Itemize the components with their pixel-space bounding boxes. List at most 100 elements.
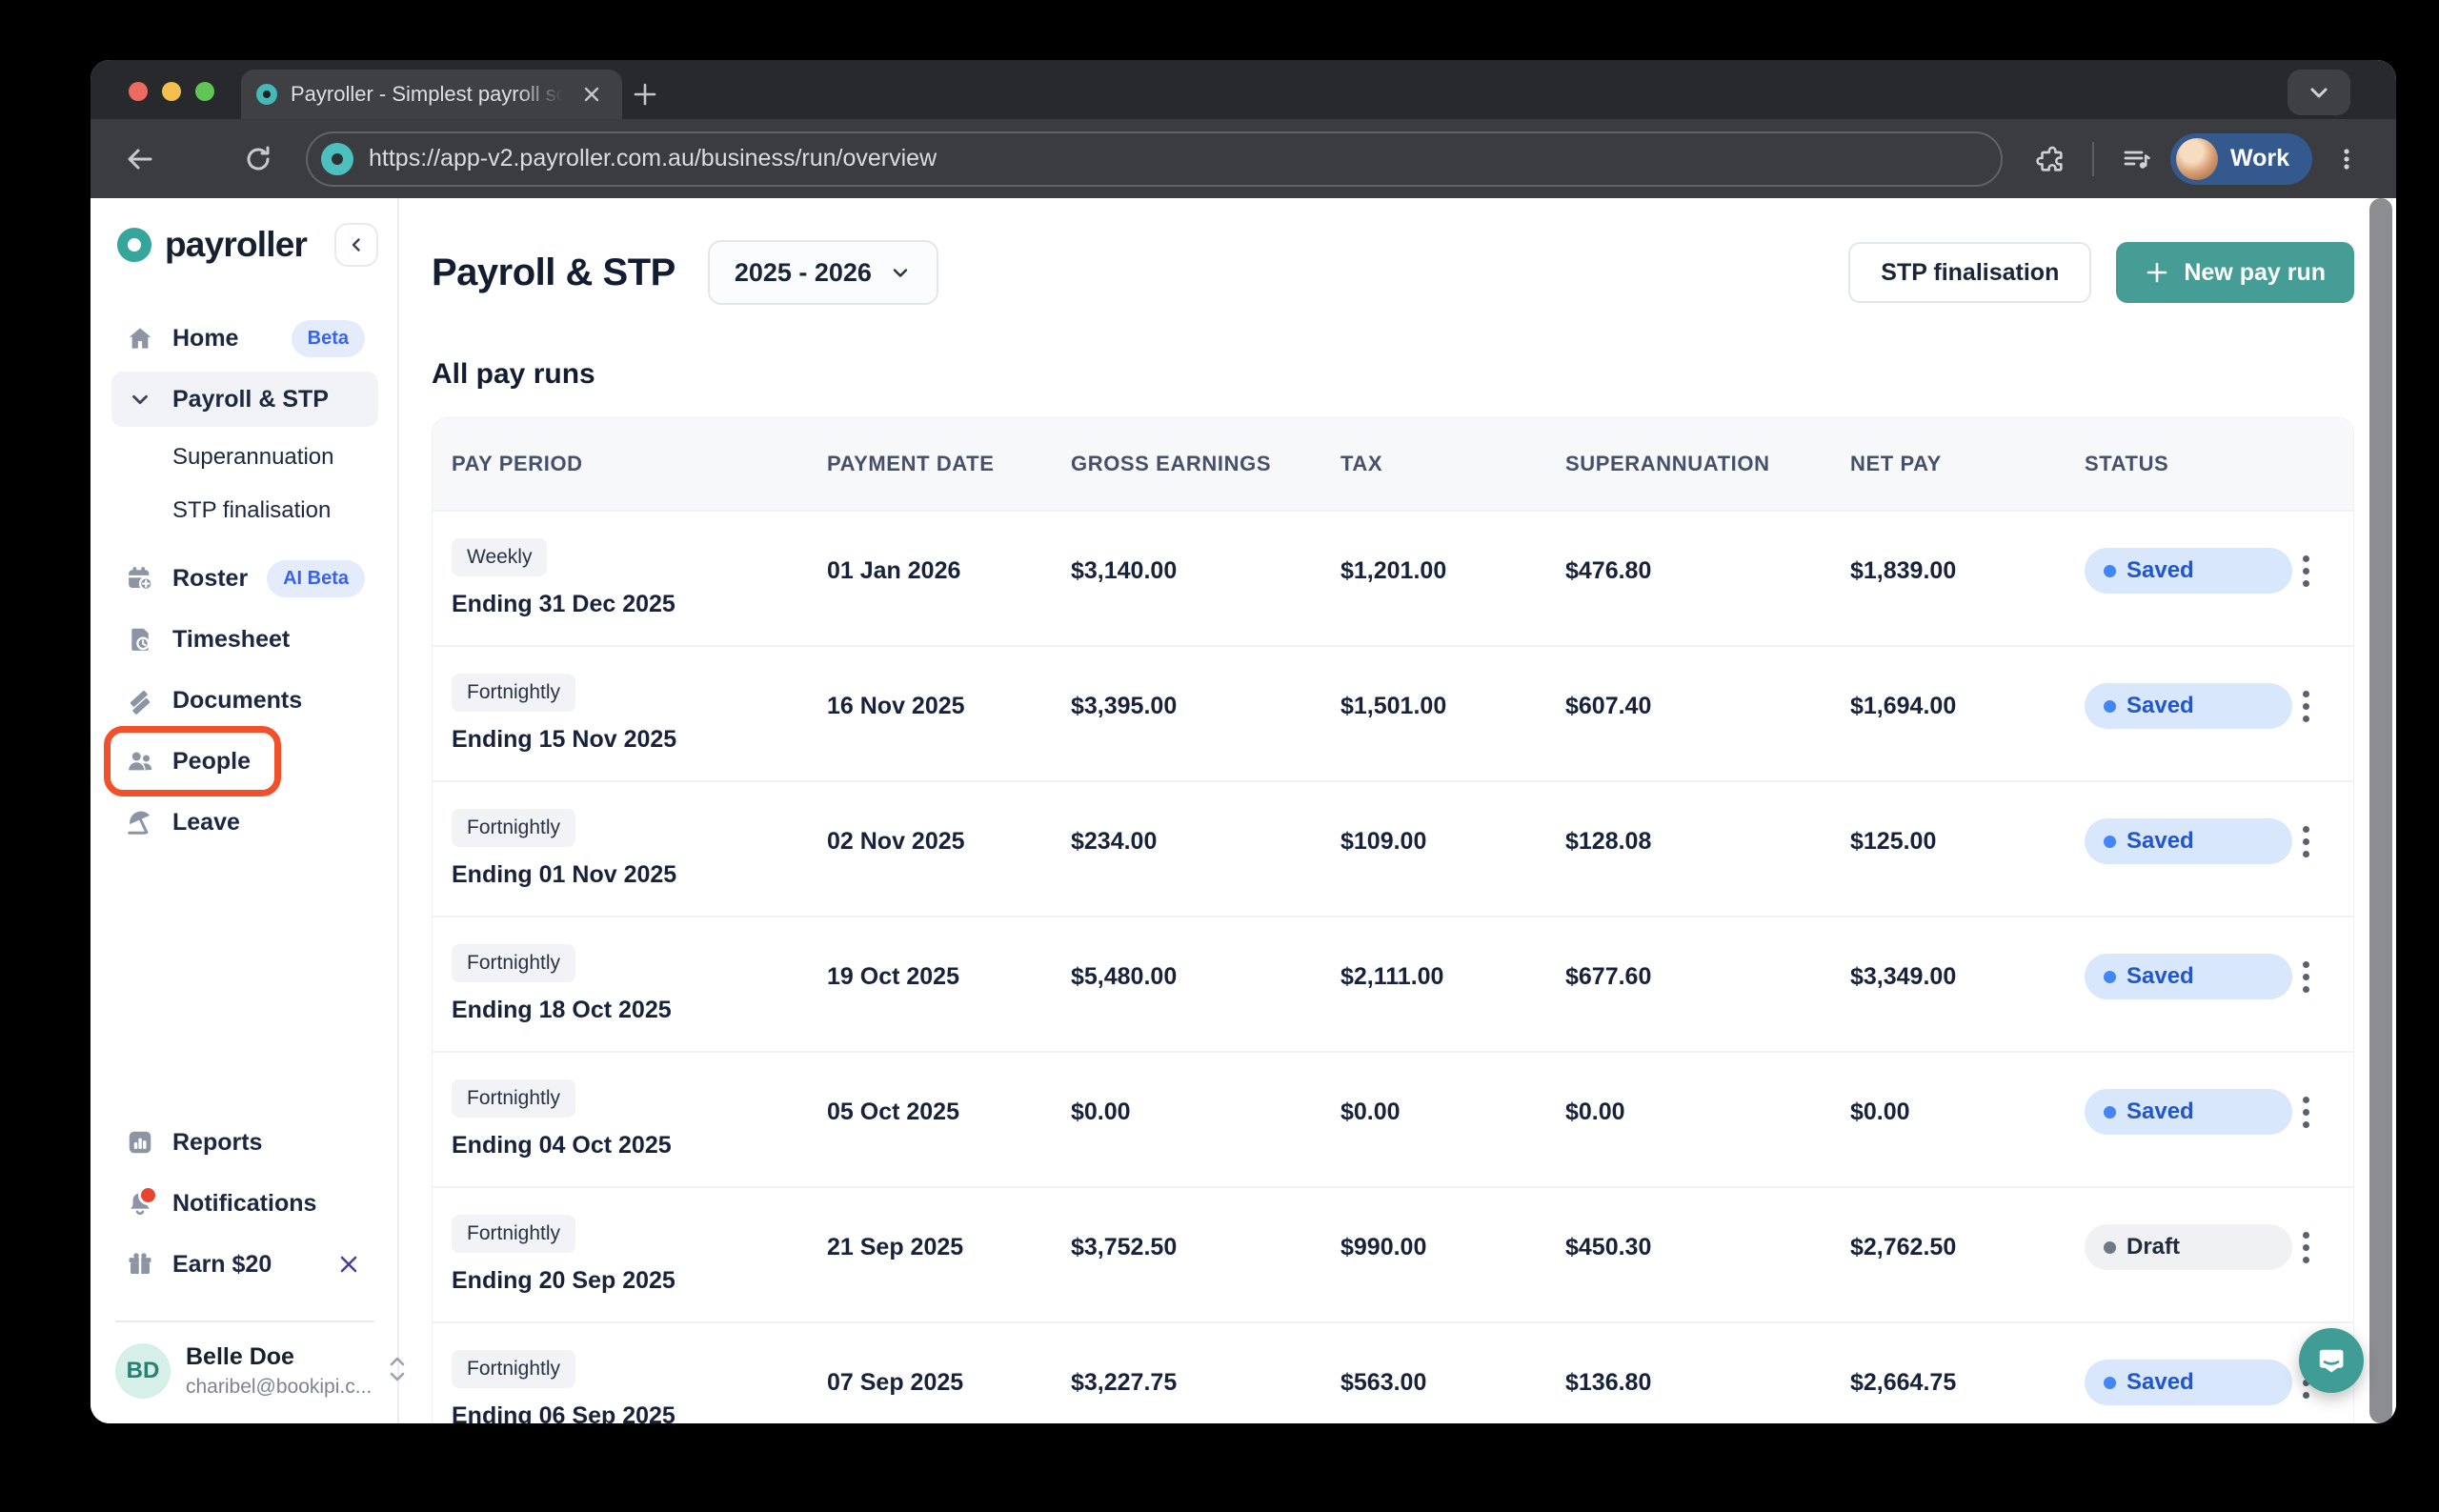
frequency-badge: Fortnightly [452, 674, 576, 712]
media-controls-icon[interactable] [2111, 134, 2161, 184]
beta-badge: Beta [291, 319, 365, 357]
table-row[interactable]: Fortnightly Ending 18 Oct 2025 19 Oct 20… [433, 916, 2353, 1051]
sidebar-item-label: STP finalisation [172, 497, 332, 523]
profile-label: Work [2229, 145, 2289, 171]
status-badge: Draft [2085, 1224, 2292, 1270]
tab-close-icon[interactable] [576, 79, 607, 110]
payment-date-cell: 16 Nov 2025 [827, 692, 965, 719]
status-label: Saved [2127, 828, 2194, 854]
table-header-row: PAY PERIOD PAYMENT DATE GROSS EARNINGS T… [433, 418, 2353, 510]
row-actions-menu[interactable] [2303, 690, 2353, 722]
reload-icon[interactable] [233, 134, 283, 184]
tax-cell: $0.00 [1340, 1098, 1401, 1125]
sidebar-item-superannuation[interactable]: Superannuation [111, 433, 378, 482]
new-pay-run-label: New pay run [2184, 258, 2326, 286]
table-row[interactable]: Fortnightly Ending 06 Sep 2025 07 Sep 20… [433, 1321, 2353, 1423]
minimize-window-icon[interactable] [162, 82, 181, 101]
close-window-icon[interactable] [129, 82, 148, 101]
sidebar-item-documents[interactable]: Documents [111, 673, 378, 728]
superannuation-cell: $128.08 [1565, 827, 1652, 855]
row-actions-menu[interactable] [2303, 1231, 2353, 1263]
url-text: https://app-v2.payroller.com.au/business… [369, 145, 937, 171]
browser-tab[interactable]: Payroller - Simplest payroll so [241, 70, 622, 119]
tab-search-button[interactable] [2288, 70, 2350, 115]
stp-finalisation-button[interactable]: STP finalisation [1848, 242, 2092, 303]
sidebar-item-earn[interactable]: Earn $20 [111, 1237, 378, 1292]
payment-date-cell: 02 Nov 2025 [827, 827, 965, 855]
app-content: payroller Home Beta Payroll [91, 198, 2396, 1423]
tax-cell: $2,111.00 [1340, 962, 1444, 990]
frequency-badge: Fortnightly [452, 1079, 576, 1118]
chat-widget-button[interactable] [2299, 1328, 2364, 1393]
forward-icon[interactable] [174, 134, 224, 184]
period-ending-label: Ending 18 Oct 2025 [452, 997, 672, 1023]
sidebar-bottom: Reports Notifications Earn $20 [111, 1115, 405, 1399]
status-label: Saved [2127, 1099, 2194, 1124]
dismiss-earn-icon[interactable] [333, 1248, 365, 1280]
period-ending-label: Ending 31 Dec 2025 [452, 591, 675, 617]
new-tab-button[interactable] [624, 73, 666, 115]
window-controls [129, 82, 214, 101]
status-badge: Saved [2085, 548, 2292, 594]
row-actions-menu[interactable] [2303, 825, 2353, 857]
gross-earnings-cell: $3,140.00 [1071, 556, 1178, 584]
table-row[interactable]: Fortnightly Ending 04 Oct 2025 05 Oct 20… [433, 1051, 2353, 1186]
user-menu-caret-icon [387, 1353, 408, 1390]
browser-menu-icon[interactable] [2322, 134, 2371, 184]
frequency-badge: Fortnightly [452, 1215, 576, 1253]
url-bar[interactable]: https://app-v2.payroller.com.au/business… [306, 131, 2003, 187]
status-badge: Saved [2085, 1089, 2292, 1135]
payment-date-cell: 21 Sep 2025 [827, 1233, 964, 1260]
sidebar-item-payroll-stp[interactable]: Payroll & STP [111, 372, 378, 427]
table-body: Weekly Ending 31 Dec 2025 01 Jan 2026 $3… [433, 510, 2353, 1423]
sidebar-item-timesheet[interactable]: Timesheet [111, 612, 378, 667]
sidebar-item-leave[interactable]: Leave [111, 795, 378, 850]
column-header: TAX [1340, 452, 1383, 475]
plus-icon [2147, 262, 2167, 283]
row-actions-menu[interactable] [2303, 554, 2353, 587]
extensions-icon[interactable] [2026, 134, 2075, 184]
tax-cell: $990.00 [1340, 1233, 1427, 1260]
period-ending-label: Ending 15 Nov 2025 [452, 726, 677, 753]
table-row[interactable]: Fortnightly Ending 20 Sep 2025 21 Sep 20… [433, 1186, 2353, 1321]
page-scrollbar[interactable] [2369, 198, 2392, 1423]
net-pay-cell: $3,349.00 [1850, 962, 1957, 990]
back-icon[interactable] [115, 134, 165, 184]
user-menu[interactable]: BD Belle Doe charibel@bookipi.c... [111, 1343, 405, 1399]
new-pay-run-button[interactable]: New pay run [2116, 242, 2354, 303]
pay-period-cell: Fortnightly Ending 06 Sep 2025 [452, 1350, 827, 1423]
status-dot-icon [2104, 1105, 2116, 1119]
notifications-bell-icon [125, 1185, 158, 1218]
payroller-favicon-icon [256, 84, 277, 105]
table-row[interactable]: Fortnightly Ending 15 Nov 2025 16 Nov 20… [433, 645, 2353, 780]
sidebar-item-people[interactable]: People [104, 726, 378, 796]
site-favicon-icon [321, 142, 353, 175]
column-header: NET PAY [1850, 452, 1942, 475]
superannuation-cell: $0.00 [1565, 1098, 1625, 1125]
table-row[interactable]: Fortnightly Ending 01 Nov 2025 02 Nov 20… [433, 780, 2353, 916]
browser-profile-chip[interactable]: Work [2169, 132, 2312, 185]
tax-cell: $1,501.00 [1340, 692, 1447, 719]
gross-earnings-cell: $234.00 [1071, 827, 1158, 855]
people-icon [125, 747, 155, 776]
column-header: PAYMENT DATE [827, 452, 995, 475]
gross-earnings-cell: $3,227.75 [1071, 1368, 1178, 1396]
superannuation-cell: $677.60 [1565, 962, 1652, 990]
main-content: Payroll & STP 2025 - 2026 STP finalisati… [399, 198, 2396, 1423]
sidebar-item-roster[interactable]: Roster AI Beta [111, 551, 378, 606]
chevron-down-icon [893, 269, 908, 277]
row-actions-menu[interactable] [2303, 1096, 2353, 1128]
sidebar-item-reports[interactable]: Reports [111, 1115, 378, 1170]
financial-year-select[interactable]: 2025 - 2026 [707, 240, 938, 305]
net-pay-cell: $1,839.00 [1850, 556, 1957, 584]
table-row[interactable]: Weekly Ending 31 Dec 2025 01 Jan 2026 $3… [433, 510, 2353, 645]
net-pay-cell: $0.00 [1850, 1098, 1910, 1125]
sidebar-collapse-button[interactable] [334, 223, 378, 267]
sidebar-item-home[interactable]: Home Beta [111, 311, 378, 366]
sidebar-item-stp-finalisation[interactable]: STP finalisation [111, 486, 378, 535]
row-actions-menu[interactable] [2303, 960, 2353, 993]
sidebar-item-notifications[interactable]: Notifications [111, 1176, 378, 1231]
reports-icon [125, 1128, 155, 1157]
maximize-window-icon[interactable] [195, 82, 214, 101]
status-dot-icon [2104, 564, 2116, 577]
